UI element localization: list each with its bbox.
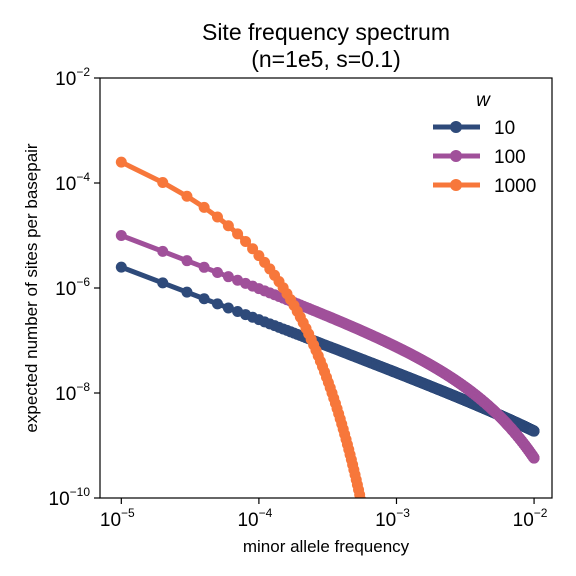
- y-tick-label: 10−8: [55, 380, 90, 405]
- y-axis-ticks: 10−10 10−8 10−6 10−4 10−2: [49, 65, 100, 510]
- data-point: [232, 228, 244, 240]
- data-point: [357, 504, 368, 515]
- data-point: [181, 286, 193, 298]
- x-tick-label: 10−4: [237, 506, 272, 531]
- data-point: [181, 190, 193, 202]
- x-tick-label: 10−5: [100, 506, 135, 531]
- data-point: [181, 255, 193, 267]
- legend-title: w: [476, 90, 491, 111]
- data-point: [211, 298, 223, 310]
- data-point: [115, 156, 127, 168]
- data-point: [528, 452, 540, 464]
- data-point: [198, 201, 210, 213]
- series-w-10: [115, 261, 540, 437]
- series-w-1000: [115, 156, 371, 530]
- legend-label: 100: [494, 147, 526, 168]
- data-point: [157, 176, 169, 188]
- chart-title-line-1: Site frequency spectrum: [202, 19, 450, 45]
- y-tick-label: 10−10: [49, 485, 91, 510]
- data-point: [115, 230, 127, 241]
- data-point: [222, 220, 234, 232]
- chart-title-line-2: (n=1e5, s=0.1): [251, 46, 401, 72]
- legend-entry-w-100: 100: [433, 147, 526, 168]
- legend: w 10 100 1000: [433, 90, 536, 197]
- x-tick-label: 10−3: [375, 506, 410, 531]
- legend-entry-w-10: 10: [433, 118, 515, 139]
- data-point: [211, 211, 223, 223]
- x-tick-label: 10−2: [513, 506, 548, 531]
- legend-entry-w-1000: 1000: [433, 176, 536, 197]
- y-tick-label: 10−6: [55, 275, 90, 300]
- data-point: [247, 243, 259, 255]
- plot-area: [99, 77, 553, 530]
- data-point: [198, 261, 210, 273]
- data-point: [222, 271, 234, 283]
- legend-marker: [450, 121, 462, 133]
- legend-marker: [450, 150, 462, 162]
- data-point: [211, 266, 223, 278]
- data-point: [356, 499, 367, 510]
- data-point: [157, 277, 169, 289]
- data-point: [222, 302, 234, 314]
- plot-frame: [99, 77, 553, 499]
- y-axis-label: expected number of sites per basepair: [22, 143, 41, 433]
- data-point: [240, 235, 252, 247]
- data-point: [360, 519, 371, 530]
- data-point: [157, 245, 169, 257]
- series-w-100: [115, 230, 540, 464]
- legend-label: 10: [494, 118, 515, 139]
- x-axis-ticks: 10−5 10−4 10−3 10−2: [100, 498, 548, 531]
- y-tick-label: 10−4: [55, 170, 90, 195]
- data-point: [359, 514, 370, 525]
- data-point: [528, 425, 540, 437]
- legend-label: 1000: [494, 176, 536, 197]
- series-group: [115, 156, 540, 530]
- data-point: [115, 261, 127, 273]
- y-tick-label: 10−2: [55, 65, 90, 90]
- data-point: [355, 494, 366, 498]
- data-point: [198, 293, 210, 305]
- x-axis-label: minor allele frequency: [243, 537, 410, 556]
- legend-marker: [450, 179, 462, 191]
- data-point: [358, 509, 369, 520]
